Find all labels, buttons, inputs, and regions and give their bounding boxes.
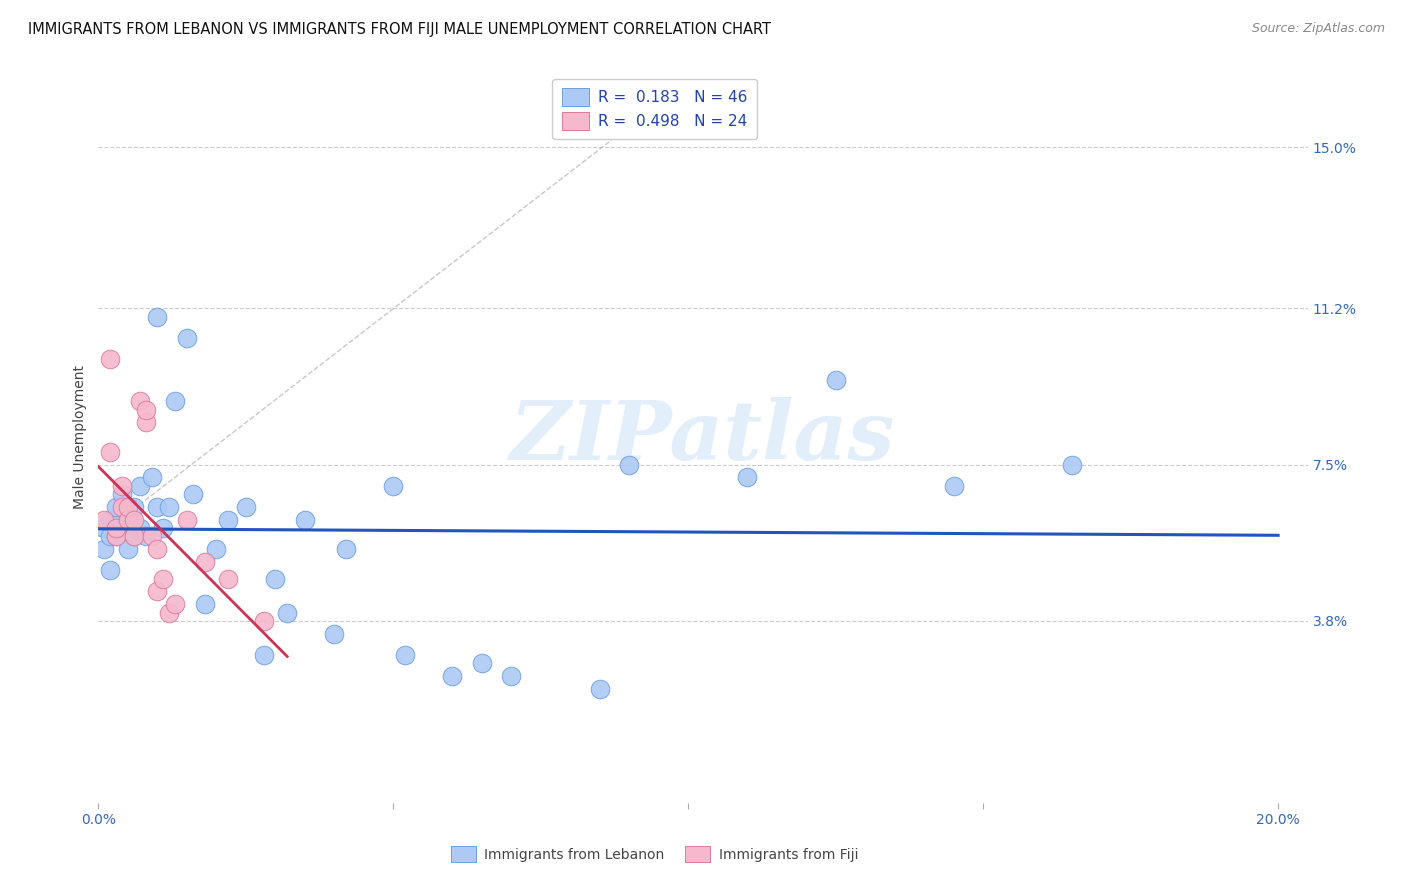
Point [117, 512, 139, 526]
Point [122, 500, 145, 514]
Point [135, 402, 157, 417]
Point [276, 606, 298, 620]
Point [619, 458, 641, 472]
Point [128, 394, 150, 409]
Point [1060, 458, 1083, 472]
Point [146, 310, 169, 324]
Point [93, 512, 115, 526]
Point [98, 529, 121, 543]
Point [105, 500, 128, 514]
Point [335, 542, 357, 557]
Point [252, 648, 274, 662]
Point [217, 512, 239, 526]
Point [111, 479, 134, 493]
Point [152, 521, 174, 535]
Point [152, 572, 174, 586]
Y-axis label: Male Unemployment: Male Unemployment [73, 365, 87, 509]
Point [98, 563, 121, 577]
Point [501, 669, 523, 683]
Point [441, 669, 464, 683]
Point [146, 584, 169, 599]
Point [98, 351, 121, 366]
Point [824, 373, 846, 387]
Point [294, 512, 316, 526]
Point [146, 500, 169, 514]
Point [264, 572, 287, 586]
Point [176, 512, 198, 526]
Point [157, 500, 180, 514]
Point [105, 529, 128, 543]
Point [181, 487, 204, 501]
Point [105, 529, 128, 543]
Point [122, 529, 145, 543]
Point [122, 512, 145, 526]
Point [205, 542, 228, 557]
Point [98, 512, 121, 526]
Text: ZIPatlas: ZIPatlas [510, 397, 896, 477]
Point [157, 606, 180, 620]
Point [235, 500, 257, 514]
Point [122, 529, 145, 543]
Point [128, 521, 150, 535]
Point [141, 529, 163, 543]
Point [111, 521, 134, 535]
Point [93, 521, 115, 535]
Point [146, 542, 169, 557]
Point [98, 445, 121, 459]
Point [165, 597, 187, 611]
Point [735, 470, 758, 484]
Legend: Immigrants from Lebanon, Immigrants from Fiji: Immigrants from Lebanon, Immigrants from… [444, 839, 865, 869]
Point [117, 500, 139, 514]
Point [942, 479, 965, 493]
Text: IMMIGRANTS FROM LEBANON VS IMMIGRANTS FROM FIJI MALE UNEMPLOYMENT CORRELATION CH: IMMIGRANTS FROM LEBANON VS IMMIGRANTS FR… [28, 22, 770, 37]
Point [165, 394, 187, 409]
Point [176, 331, 198, 345]
Point [111, 487, 134, 501]
Point [128, 479, 150, 493]
Point [323, 626, 346, 640]
Point [194, 555, 217, 569]
Point [93, 542, 115, 557]
Point [135, 529, 157, 543]
Point [141, 470, 163, 484]
Point [117, 521, 139, 535]
Point [252, 614, 274, 628]
Point [589, 681, 612, 696]
Point [382, 479, 405, 493]
Point [117, 512, 139, 526]
Point [194, 597, 217, 611]
Point [105, 521, 128, 535]
Point [471, 657, 494, 671]
Point [117, 542, 139, 557]
Text: Source: ZipAtlas.com: Source: ZipAtlas.com [1251, 22, 1385, 36]
Point [111, 500, 134, 514]
Point [394, 648, 416, 662]
Point [135, 415, 157, 429]
Point [217, 572, 239, 586]
